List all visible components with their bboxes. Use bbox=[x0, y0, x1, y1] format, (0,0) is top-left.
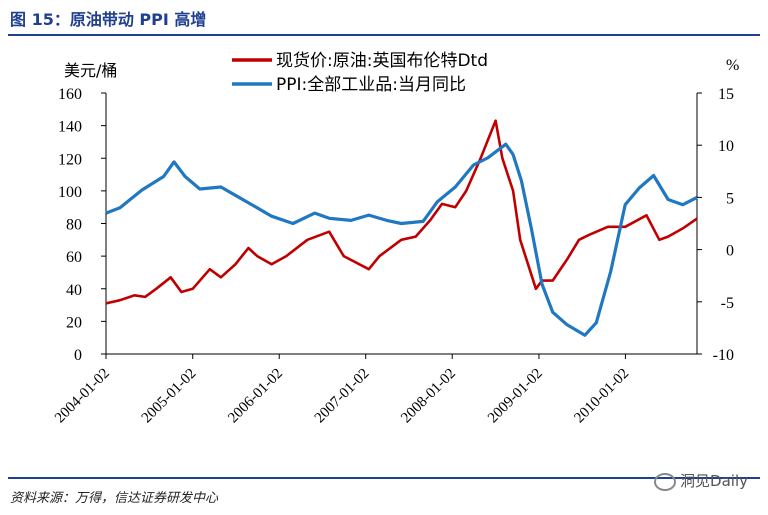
x-tick-label: 2008-01-02 bbox=[398, 366, 459, 427]
watermark-text: 洞见Daily bbox=[680, 472, 748, 490]
source-note: 资料来源：万得，信达证券研发中心 bbox=[10, 491, 219, 506]
x-tick-label: 2004-01-02 bbox=[52, 366, 113, 427]
right-axis-label: % bbox=[726, 57, 739, 74]
left-tick-label: 60 bbox=[66, 249, 82, 266]
ppi-yoy-line bbox=[105, 142, 698, 337]
x-tick-label: 2009-01-02 bbox=[485, 366, 546, 427]
left-tick-label: 140 bbox=[58, 119, 82, 136]
right-tick-label: 0 bbox=[726, 243, 734, 260]
x-tick-label: 2006-01-02 bbox=[225, 366, 286, 427]
oil-price-line bbox=[105, 119, 698, 305]
bottom-rule bbox=[8, 477, 760, 479]
x-tick-label: 2007-01-02 bbox=[312, 366, 373, 427]
left-tick-label: 0 bbox=[74, 347, 82, 364]
right-tick-label: -10 bbox=[713, 347, 734, 364]
left-tick-label: 80 bbox=[66, 217, 82, 234]
left-tick-label: 100 bbox=[58, 184, 82, 201]
left-tick-label: 40 bbox=[66, 282, 82, 299]
right-tick-label: -5 bbox=[721, 295, 734, 312]
watermark: 洞见Daily bbox=[654, 470, 748, 491]
wechat-icon bbox=[654, 472, 677, 491]
right-tick-label: 15 bbox=[718, 86, 734, 103]
left-tick-label: 20 bbox=[66, 314, 82, 331]
legend-label-oil: 现货价:原油:英国布伦特Dtd bbox=[276, 51, 488, 71]
x-tick-label: 2005-01-02 bbox=[139, 366, 200, 427]
chart-title: 图 15：原油带动 PPI 高增 bbox=[10, 10, 207, 29]
left-tick-label: 160 bbox=[58, 86, 82, 103]
left-tick-label: 120 bbox=[58, 151, 82, 168]
top-rule bbox=[8, 34, 760, 36]
legend-label-ppi: PPI:全部工业品:当月同比 bbox=[276, 75, 466, 95]
right-tick-label: 10 bbox=[718, 138, 734, 155]
left-axis-label: 美元/桶 bbox=[64, 61, 117, 80]
x-tick-label: 2010-01-02 bbox=[571, 366, 632, 427]
right-tick-label: 5 bbox=[726, 190, 734, 207]
